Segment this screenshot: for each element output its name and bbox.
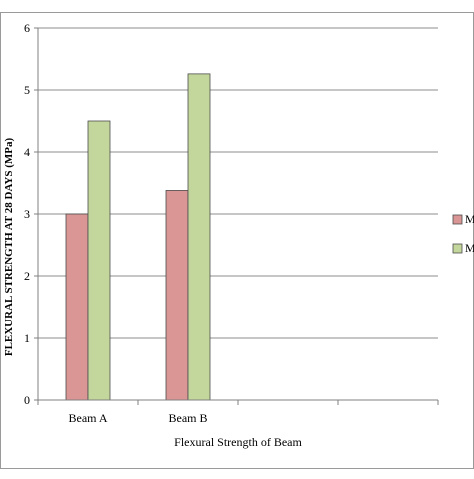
legend: MM	[452, 212, 474, 255]
bars-layer	[65, 73, 211, 401]
legend-swatch	[452, 214, 463, 225]
ticks-layer: 0 1 2 3 4 5 6 Beam A Beam B	[24, 21, 439, 425]
y-axis-title: FLEXURAL STRENGTH AT 28 DAYS (MPa)	[3, 138, 15, 357]
y-tick-label: 0	[24, 393, 30, 407]
bar	[165, 190, 189, 401]
legend-label: M	[465, 212, 474, 226]
y-tick-label: 5	[24, 83, 30, 97]
y-tick-label: 2	[24, 269, 30, 283]
x-tick-label: Beam B	[169, 411, 208, 425]
legend-swatch	[452, 243, 463, 254]
x-tick-label: Beam A	[69, 411, 108, 425]
y-tick-label: 6	[24, 21, 30, 35]
bar	[187, 73, 211, 401]
bar	[87, 120, 111, 401]
y-tick-label: 1	[24, 331, 30, 345]
legend-label: M	[465, 241, 474, 255]
y-tick-label: 4	[24, 145, 30, 159]
x-axis-title: Flexural Strength of Beam	[174, 435, 302, 449]
y-tick-label: 3	[24, 207, 30, 221]
bar	[65, 213, 89, 401]
